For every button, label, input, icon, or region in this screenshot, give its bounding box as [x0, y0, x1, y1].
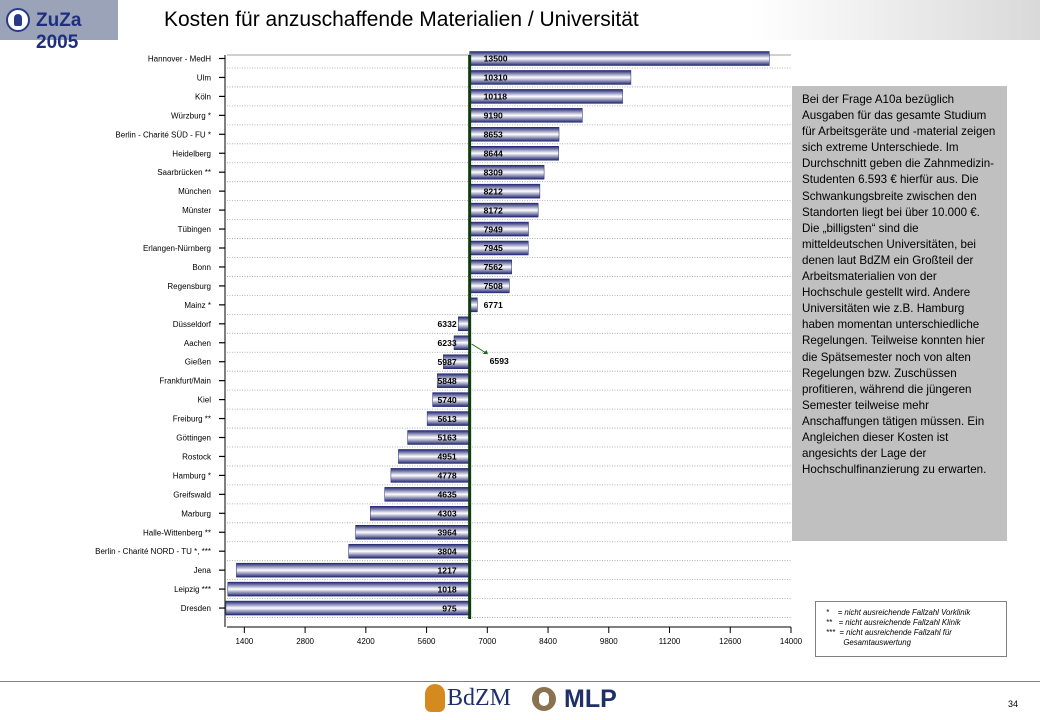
value-label: 7949 — [484, 224, 503, 234]
bdzm-logo: BdZM — [425, 684, 520, 718]
value-label: 5987 — [438, 357, 457, 367]
value-label: 8172 — [484, 205, 503, 215]
footer-divider — [0, 681, 1040, 682]
category-label: Hannover - MedH — [148, 55, 211, 64]
value-label: 9190 — [484, 111, 503, 121]
category-label: Heidelberg — [172, 149, 211, 158]
category-label: Tübingen — [178, 225, 211, 234]
bar — [384, 487, 470, 502]
legend-note: * = nicht ausreichende Fallzahl Vorklini… — [815, 601, 1007, 657]
mlp-logo: MLP — [532, 685, 632, 717]
category-label: Hamburg * — [173, 471, 211, 480]
category-label: Erlangen-Nürnberg — [143, 244, 211, 253]
category-label: Freiburg ** — [173, 415, 211, 424]
category-label: München — [178, 187, 211, 196]
value-label: 7562 — [484, 262, 503, 272]
x-tick-label: 9800 — [600, 637, 618, 646]
mean-value-label: 6593 — [490, 356, 509, 366]
tooth-icon — [425, 684, 445, 712]
category-label: Würzburg * — [171, 111, 211, 120]
x-tick-label: 8400 — [539, 637, 557, 646]
note-text: Bei der Frage A10a bezüglich Ausgaben fü… — [792, 86, 1007, 541]
category-label: Köln — [195, 92, 211, 101]
mlp-icon — [532, 687, 556, 711]
bar-chart: Hannover - MedH 13500 Ulm 10310 Köln 10118 Wür… — [95, 51, 803, 646]
value-label: 7945 — [484, 243, 503, 253]
value-label: 8653 — [484, 130, 503, 140]
bar — [469, 183, 541, 199]
value-label: 1217 — [438, 565, 457, 575]
value-label: 6771 — [484, 300, 503, 310]
category-label: Halle-Wittenberg ** — [143, 528, 211, 537]
value-label: 8309 — [484, 167, 503, 177]
mean-pointer-arrowhead — [482, 350, 488, 354]
bar — [398, 449, 470, 464]
bar — [458, 316, 470, 332]
x-tick-label: 12600 — [719, 637, 742, 646]
value-label: 8212 — [484, 186, 503, 196]
category-label: Gießen — [185, 358, 211, 367]
category-label: Saarbrücken ** — [157, 168, 211, 177]
value-label: 1018 — [438, 584, 457, 594]
tooth-icon — [6, 8, 30, 32]
bar — [469, 202, 539, 218]
bar — [390, 468, 470, 483]
value-label: 5163 — [438, 433, 457, 443]
value-label: 3804 — [438, 546, 457, 556]
category-label: Regensburg — [167, 282, 211, 291]
bar — [469, 164, 545, 180]
category-label: Marburg — [181, 509, 211, 518]
category-label: Münster — [182, 206, 211, 215]
logo-text: ZuZa 2005 — [36, 10, 82, 53]
x-tick-label: 1400 — [235, 637, 253, 646]
value-label: 6233 — [438, 338, 457, 348]
value-label: 5740 — [438, 395, 457, 405]
bar — [227, 581, 470, 597]
x-tick-label: 4200 — [357, 637, 375, 646]
value-label: 10118 — [484, 92, 508, 102]
category-label: Bonn — [192, 263, 211, 272]
value-label: 4778 — [438, 471, 457, 481]
value-label: 5613 — [438, 414, 457, 424]
page-title: Kosten für anzuschaffende Materialien / … — [164, 8, 639, 31]
value-label: 4951 — [438, 452, 457, 462]
bar — [469, 51, 770, 66]
value-label: 10310 — [484, 73, 508, 83]
category-label: Kiel — [198, 396, 212, 405]
value-label: 8644 — [484, 148, 503, 158]
bar — [236, 562, 470, 578]
category-label: Jena — [194, 566, 212, 575]
category-label: Aachen — [184, 339, 211, 348]
page-number: 34 — [1008, 699, 1019, 709]
bar — [225, 600, 470, 616]
value-label: 4303 — [438, 509, 457, 519]
x-tick-label: 14000 — [780, 637, 803, 646]
value-label: 3964 — [438, 527, 457, 537]
mlp-logo-text: MLP — [564, 685, 617, 713]
x-tick-label: 7000 — [478, 637, 496, 646]
value-label: 975 — [442, 603, 457, 613]
category-label: Berlin - Charité NORD - TU *, *** — [95, 547, 211, 556]
value-label: 13500 — [484, 54, 508, 64]
category-label: Göttingen — [176, 434, 211, 443]
category-label: Rostock — [182, 452, 212, 461]
category-label: Frankfurt/Main — [159, 377, 211, 386]
category-label: Dresden — [181, 604, 211, 613]
x-tick-label: 5600 — [418, 637, 436, 646]
x-tick-label: 2800 — [296, 637, 314, 646]
header-bar — [0, 0, 1040, 40]
value-label: 5848 — [438, 376, 457, 386]
value-label: 6332 — [438, 319, 457, 329]
zuza-logo: ZuZa 2005 — [0, 0, 118, 53]
category-label: Düsseldorf — [173, 320, 212, 329]
x-tick-label: 11200 — [659, 637, 681, 646]
category-label: Berlin - Charité SÜD - FU * — [115, 130, 211, 139]
category-label: Mainz * — [184, 301, 211, 310]
category-label: Greifswald — [173, 490, 211, 499]
category-label: Leipzig *** — [174, 585, 211, 594]
value-label: 7508 — [484, 281, 503, 291]
value-label: 4635 — [438, 490, 457, 500]
bdzm-logo-text: BdZM — [447, 685, 512, 711]
category-label: Ulm — [197, 73, 212, 82]
